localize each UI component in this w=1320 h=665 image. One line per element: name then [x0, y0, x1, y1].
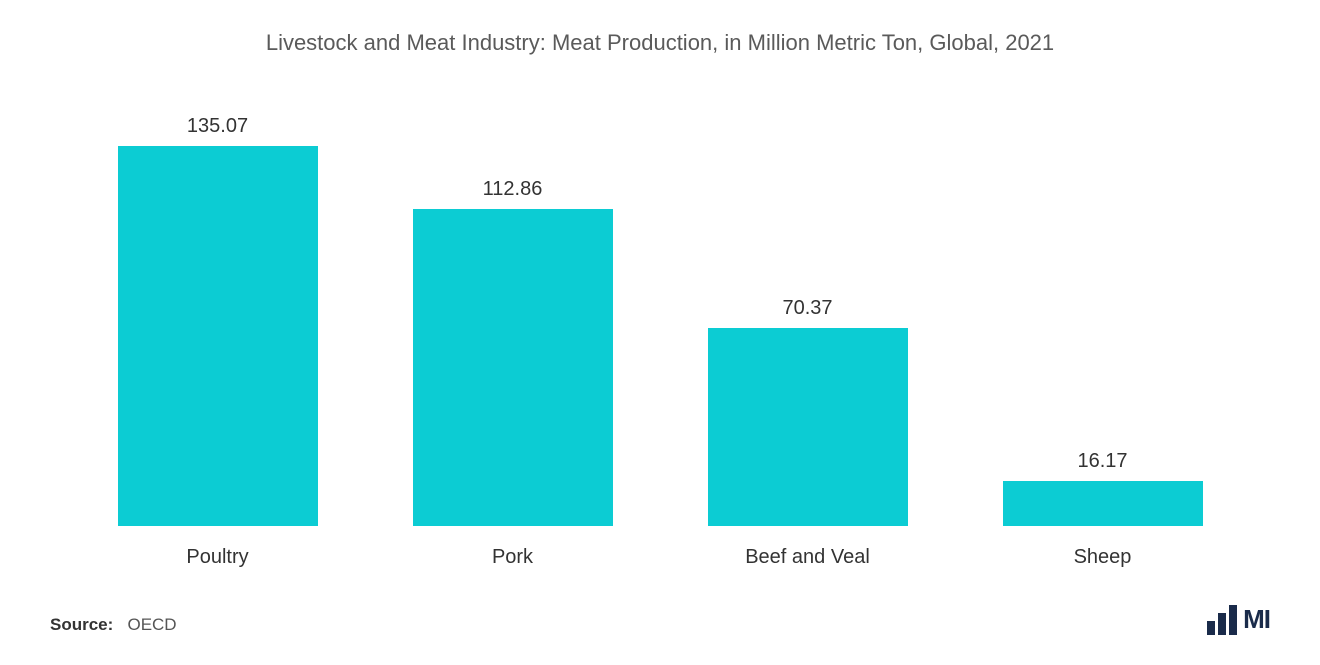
source-label: Source: — [50, 615, 113, 634]
logo-bar-icon — [1229, 605, 1237, 635]
bar-group: 112.86 — [373, 178, 653, 527]
logo-text: MI — [1243, 604, 1270, 635]
x-axis-label: Beef and Veal — [668, 546, 948, 569]
bar-value-label: 16.17 — [1077, 450, 1127, 473]
logo-bar-icon — [1207, 621, 1215, 635]
bar — [708, 328, 908, 526]
x-axis-labels: Poultry Pork Beef and Veal Sheep — [50, 536, 1270, 569]
chart-footer: Source: OECD MI — [50, 569, 1270, 635]
bar — [413, 209, 613, 527]
source-value: OECD — [127, 615, 176, 634]
bar — [118, 146, 318, 526]
source-citation: Source: OECD — [50, 615, 177, 635]
logo-bars-icon — [1207, 605, 1237, 635]
x-axis-label: Sheep — [963, 546, 1243, 569]
bar-value-label: 112.86 — [483, 178, 543, 201]
bar-value-label: 135.07 — [187, 115, 248, 138]
chart-title: Livestock and Meat Industry: Meat Produc… — [50, 20, 1270, 56]
chart-container: Livestock and Meat Industry: Meat Produc… — [0, 0, 1320, 665]
bar-group: 135.07 — [78, 115, 358, 526]
bar-value-label: 70.37 — [782, 297, 832, 320]
logo-bar-icon — [1218, 613, 1226, 635]
x-axis-label: Pork — [373, 546, 653, 569]
x-axis-label: Poultry — [78, 546, 358, 569]
bar-group: 16.17 — [963, 450, 1243, 526]
plot-area: 135.07 112.86 70.37 16.17 — [50, 96, 1270, 536]
brand-logo: MI — [1207, 604, 1270, 635]
bar — [1003, 481, 1203, 526]
bar-group: 70.37 — [668, 297, 948, 526]
